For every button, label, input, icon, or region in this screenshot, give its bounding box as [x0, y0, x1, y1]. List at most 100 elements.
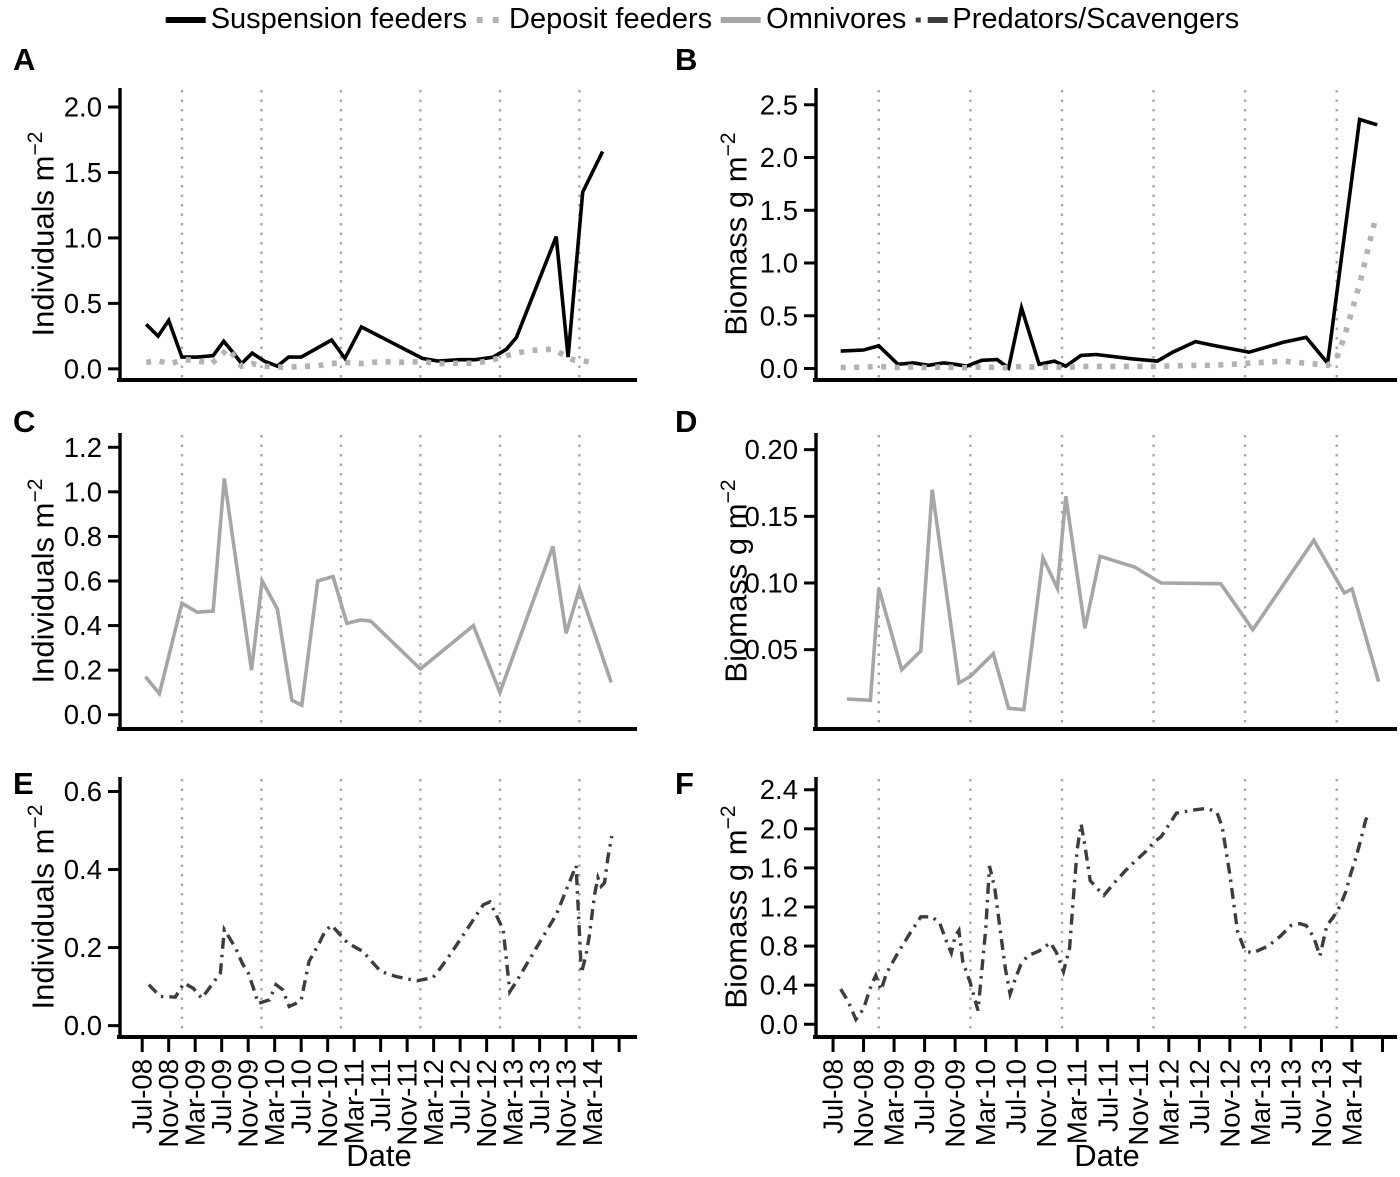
legend-item-deposit-feeders: Deposit feeders	[471, 3, 712, 36]
x-tick-label: Nov-09	[940, 1059, 971, 1148]
x-tick-label: Mar-11	[1062, 1059, 1093, 1144]
series-line-predators-scavengers	[839, 806, 1372, 1023]
x-tick-label: Mar-13	[498, 1059, 529, 1146]
y-tick-label: 1.2	[64, 432, 102, 463]
x-tick-label: Mar-14	[1336, 1059, 1367, 1146]
y-tick-label: 0.2	[64, 655, 102, 686]
panel-letter-c: C	[13, 404, 36, 439]
x-tick-label: Jul-13	[1275, 1059, 1306, 1134]
y-tick-label: 0.2	[64, 932, 102, 963]
x-tick-label: Jul-10	[1001, 1059, 1032, 1134]
x-tick-label: Mar-11	[339, 1059, 370, 1144]
x-tick-label: Jul-08	[818, 1059, 849, 1134]
y-tick-label: 1.6	[760, 852, 798, 883]
x-tick-label: Nov-08	[153, 1059, 184, 1148]
series-line-deposit-feeders	[145, 344, 593, 371]
legend-label: Omnivores	[766, 3, 907, 35]
x-tick-label: Mar-12	[418, 1059, 449, 1146]
y-tick-label: 0.4	[64, 610, 102, 641]
panel-letter-f: F	[675, 766, 694, 801]
x-tick-label: Mar-09	[879, 1059, 910, 1146]
x-tick-label: Nov-13	[1306, 1059, 1337, 1148]
x-tick-label: Jul-12	[1184, 1059, 1215, 1134]
x-tick-label: Nov-09	[233, 1059, 264, 1148]
y-tick-label: 1.0	[760, 248, 798, 279]
series-line-deposit-feeders	[840, 220, 1378, 371]
x-tick-label: Nov-13	[551, 1059, 582, 1148]
y-tick-label: 2.0	[760, 813, 798, 844]
y-tick-label: 0.0	[64, 699, 102, 730]
y-tick-label: 0.5	[760, 300, 798, 331]
y-tick-label: 0.0	[64, 1010, 102, 1041]
panel-letter-e: E	[13, 766, 34, 801]
x-axis-title-left: Date	[346, 1138, 412, 1173]
y-tick-label: 0.0	[64, 353, 102, 384]
predators-scavengers-dashdot-key-icon	[915, 16, 948, 23]
panel-plot-e: 0.00.20.40.6Jul-08Nov-08Mar-09Jul-09Nov-…	[64, 776, 637, 1148]
y-tick-label: 0.20	[744, 434, 798, 465]
y-tick-label: 1.2	[760, 892, 798, 923]
x-tick-label: Nov-11	[392, 1059, 423, 1146]
x-tick-label: Nov-12	[471, 1059, 502, 1148]
y-tick-label: 0.15	[744, 501, 798, 532]
y-tick-label: 0.10	[744, 568, 798, 599]
x-tick-label: Nov-11	[1123, 1059, 1154, 1146]
y-tick-label: 0.4	[64, 854, 102, 885]
y-tick-label: 0.0	[760, 353, 798, 384]
y-axis-label-panel-b: Biomass g m−2	[717, 132, 754, 336]
legend-item-omnivores: Omnivores	[716, 3, 906, 36]
y-tick-label: 1.0	[64, 222, 102, 253]
series-line-omnivores	[144, 478, 613, 708]
x-tick-label: Nov-12	[1214, 1059, 1245, 1148]
y-tick-label: 1.5	[64, 157, 102, 188]
panel-letter-d: D	[675, 404, 698, 439]
x-tick-label: Jul-09	[206, 1059, 237, 1134]
y-tick-label: 2.5	[760, 89, 798, 120]
deposit-feeders-dotted-key-icon	[477, 16, 500, 23]
panel-plot-b: 0.0 0.5 1.0 1.5 2.0 2.5	[760, 88, 1397, 384]
panel-letter-a: A	[13, 42, 36, 77]
y-axis-label-panel-a: Individuals m−2	[24, 131, 61, 337]
y-axis-label-panel-d: Biomass g m−2	[717, 479, 754, 683]
legend-label: Suspension feeders	[210, 3, 468, 35]
x-tick-label: Mar-13	[1245, 1059, 1276, 1146]
legend-item-predators-scavengers: Predators/Scavengers	[910, 3, 1239, 36]
series-line-suspension-feeders	[144, 150, 605, 369]
series-line-predators-scavengers	[147, 835, 614, 1009]
y-axis-label-panel-f: Biomass g m−2	[717, 805, 754, 1009]
series-line-suspension-feeders	[840, 117, 1378, 372]
y-tick-label: 1.0	[64, 476, 102, 507]
x-tick-label: Nov-10	[1031, 1059, 1062, 1148]
x-tick-label: Jul-08	[127, 1059, 158, 1134]
panel-plot-c: 0.0 0.2 0.4 0.6 0.8 1.0 1.2	[64, 432, 637, 731]
y-tick-label: 0.0	[760, 1009, 798, 1040]
y-tick-label: 2.0	[760, 142, 798, 173]
x-tick-label: Mar-12	[1153, 1059, 1184, 1146]
x-tick-label: Jul-11	[365, 1059, 396, 1132]
x-tick-label: Jul-09	[909, 1059, 940, 1134]
x-axis-title-right: Date	[1074, 1138, 1140, 1173]
x-tick-label: Mar-10	[259, 1059, 290, 1146]
x-tick-label: Mar-09	[180, 1059, 211, 1146]
x-tick-label: Mar-10	[970, 1059, 1001, 1146]
panel-plot-a: 0.0 0.5 1.0 1.5 2.0	[64, 88, 637, 384]
y-tick-label: 0.4	[760, 970, 798, 1001]
x-tick-label: Nov-08	[848, 1059, 879, 1148]
y-axis-label-panel-c: Individuals m−2	[24, 478, 61, 684]
y-tick-label: 0.6	[64, 566, 102, 597]
y-tick-label: 2.0	[64, 92, 102, 123]
y-tick-label: 1.5	[760, 195, 798, 226]
y-tick-label: 0.05	[744, 634, 798, 665]
y-axis-label-panel-e: Individuals m−2	[24, 804, 61, 1010]
x-tick-label: Jul-11	[1092, 1059, 1123, 1132]
omnivores-line-key-icon	[721, 16, 762, 23]
panel-letter-b: B	[675, 42, 698, 77]
x-tick-label: Jul-10	[286, 1059, 317, 1134]
legend-item-suspension-feeders: Suspension feeders	[161, 3, 467, 36]
y-tick-label: 0.5	[64, 288, 102, 319]
x-tick-label: Mar-14	[577, 1059, 608, 1146]
suspension-feeders-line-key-icon	[165, 16, 206, 23]
legend: Suspension feeders Deposit feeders Omniv…	[159, 3, 1242, 36]
legend-label: Predators/Scavengers	[952, 3, 1240, 35]
